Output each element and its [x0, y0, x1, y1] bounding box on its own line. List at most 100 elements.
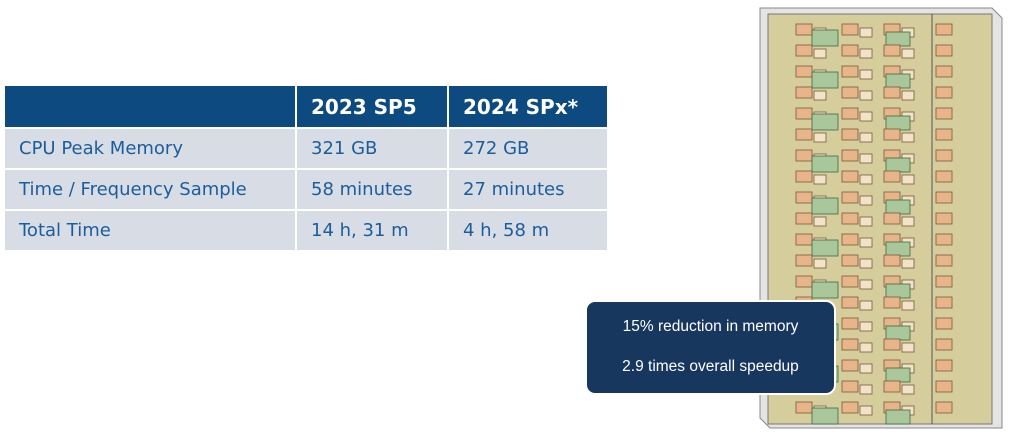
component — [859, 216, 873, 227]
component — [859, 111, 873, 122]
component — [811, 29, 839, 47]
table-cell: 272 GB — [447, 127, 609, 170]
component — [813, 174, 827, 185]
component — [885, 241, 911, 257]
component — [935, 359, 953, 372]
component — [901, 132, 915, 143]
component — [841, 359, 859, 372]
component — [935, 86, 953, 99]
table-cell: 58 minutes — [295, 168, 449, 211]
component — [901, 258, 915, 269]
component — [841, 128, 859, 141]
component — [885, 157, 911, 173]
component — [901, 90, 915, 101]
callout-line: 2.9 times overall speedup — [622, 358, 799, 375]
table-cell: Total Time — [3, 209, 297, 252]
callout: 15% reduction in memory 2.9 times overal… — [585, 300, 836, 395]
component — [859, 384, 873, 395]
component — [859, 90, 873, 101]
table-cell: 27 minutes — [447, 168, 609, 211]
component — [885, 31, 911, 47]
component — [885, 73, 911, 89]
component — [859, 321, 873, 332]
component — [885, 115, 911, 131]
component — [859, 258, 873, 269]
component — [841, 296, 859, 309]
table-row: Time / Frequency Sample 58 minutes 27 minu… — [3, 168, 609, 211]
component — [885, 409, 911, 425]
component — [859, 237, 873, 248]
component — [859, 27, 873, 38]
component — [811, 239, 839, 257]
header-cell: 2023 SP5 — [295, 84, 449, 129]
component — [885, 367, 911, 383]
component — [935, 107, 953, 120]
component — [883, 338, 901, 351]
table-cell: 4 h, 58 m — [447, 209, 609, 252]
component — [795, 44, 813, 57]
component — [901, 216, 915, 227]
component — [859, 363, 873, 374]
table-cell: 14 h, 31 m — [295, 209, 449, 252]
component — [935, 191, 953, 204]
component — [795, 65, 813, 78]
component — [811, 113, 839, 131]
component — [841, 191, 859, 204]
component — [813, 216, 827, 227]
component — [811, 281, 839, 299]
component — [811, 71, 839, 89]
component — [935, 233, 953, 246]
component — [795, 191, 813, 204]
component — [883, 128, 901, 141]
component — [935, 254, 953, 267]
component — [795, 254, 813, 267]
component — [859, 300, 873, 311]
component — [859, 69, 873, 80]
component — [841, 254, 859, 267]
component — [859, 342, 873, 353]
component — [859, 48, 873, 59]
component — [883, 254, 901, 267]
component — [901, 384, 915, 395]
component — [795, 401, 813, 414]
component — [935, 380, 953, 393]
header-cell: 2024 SPx* — [447, 84, 609, 129]
component — [841, 44, 859, 57]
component — [859, 195, 873, 206]
component — [841, 86, 859, 99]
component — [883, 380, 901, 393]
component — [795, 23, 813, 36]
component — [841, 170, 859, 183]
component — [841, 212, 859, 225]
table-cell: 321 GB — [295, 127, 449, 170]
component — [901, 342, 915, 353]
header-row: 2023 SP5 2024 SPx* — [3, 84, 609, 129]
component — [841, 149, 859, 162]
component — [935, 317, 953, 330]
table-cell: Time / Frequency Sample — [3, 168, 297, 211]
component — [935, 170, 953, 183]
component — [901, 48, 915, 59]
component — [841, 65, 859, 78]
table-row: CPU Peak Memory 321 GB 272 GB — [3, 127, 609, 170]
component — [883, 44, 901, 57]
component — [935, 212, 953, 225]
component — [859, 405, 873, 416]
component — [795, 233, 813, 246]
header-cell — [3, 84, 297, 129]
component — [795, 212, 813, 225]
component — [813, 258, 827, 269]
component — [841, 380, 859, 393]
component — [883, 296, 901, 309]
component — [841, 233, 859, 246]
component — [811, 197, 839, 215]
component — [813, 132, 827, 143]
component — [813, 48, 827, 59]
component — [935, 44, 953, 57]
callout-line: 15% reduction in memory — [622, 318, 799, 335]
component — [841, 23, 859, 36]
component — [935, 296, 953, 309]
component — [811, 407, 839, 425]
